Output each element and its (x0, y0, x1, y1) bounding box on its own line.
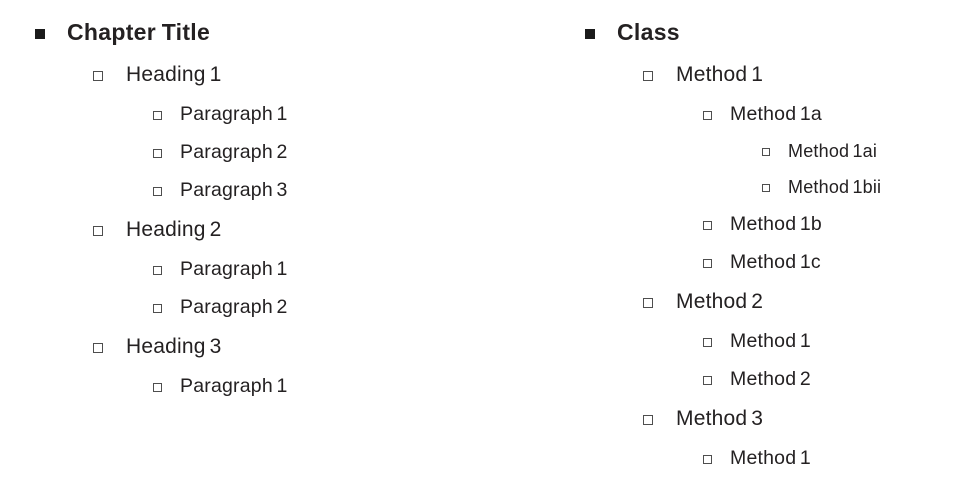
list-item-label: Method 1 (676, 62, 764, 86)
list-item-label: Heading 1 (126, 62, 222, 86)
hollow-square-bullet-icon (93, 225, 103, 236)
hollow-square-bullet-icon (703, 258, 712, 268)
list-item-label: Method 1c (730, 250, 821, 273)
list-item-label: Paragraph 2 (180, 295, 288, 318)
list-item-label: Method 1 (730, 329, 811, 352)
list-item: Method 2 (585, 281, 955, 322)
outline-left: Chapter Title Heading 1 Paragraph 1 Paragra… (35, 11, 505, 405)
list-item-label: Chapter Title (67, 19, 211, 45)
list-item: Class (585, 11, 955, 54)
list-item: Method 1 (585, 322, 955, 360)
hollow-square-bullet-icon (703, 454, 712, 464)
list-item-label: Method 3 (676, 406, 764, 430)
hollow-square-bullet-icon (153, 265, 162, 275)
list-item-label: Paragraph 1 (180, 102, 288, 125)
list-item: Method 3 (585, 398, 955, 439)
list-item-label: Paragraph 3 (180, 178, 288, 201)
list-item: Method 2 (585, 360, 955, 398)
list-item-label: Method 2 (676, 289, 764, 313)
list-item-label: Paragraph 2 (180, 140, 288, 163)
list-item: Method 1 (585, 54, 955, 95)
hollow-square-bullet-icon (153, 148, 162, 158)
hollow-square-bullet-icon (93, 342, 103, 353)
list-item: Heading 3 (35, 326, 505, 367)
hollow-square-bullet-icon (703, 337, 712, 347)
list-item-label: Paragraph 1 (180, 257, 288, 280)
list-item: Chapter Title (35, 11, 505, 54)
list-item: Method 1ai (585, 133, 955, 169)
list-item-label: Method 1a (730, 102, 822, 125)
hollow-square-bullet-icon (643, 414, 653, 425)
list-item: Method 1c (585, 243, 955, 281)
hollow-square-bullet-icon (643, 70, 653, 81)
hollow-square-bullet-icon (93, 70, 103, 81)
list-item: Paragraph 1 (35, 250, 505, 288)
list-item: Method 1bii (585, 169, 955, 205)
hollow-square-bullet-icon (153, 382, 162, 392)
hollow-square-bullet-icon (703, 110, 712, 120)
list-item: Paragraph 1 (35, 95, 505, 133)
hollow-square-bullet-icon (762, 184, 770, 192)
filled-square-bullet-icon (35, 28, 45, 39)
list-item: Paragraph 1 (35, 367, 505, 405)
list-item-label: Method 1b (730, 212, 822, 235)
list-item-label: Heading 2 (126, 217, 222, 241)
list-item: Heading 1 (35, 54, 505, 95)
hollow-square-bullet-icon (153, 303, 162, 313)
list-item-label: Heading 3 (126, 334, 222, 358)
hollow-square-bullet-icon (153, 186, 162, 196)
list-item-label: Method 2 (730, 367, 811, 390)
list-item: Paragraph 2 (35, 288, 505, 326)
filled-square-bullet-icon (585, 28, 595, 39)
list-item: Heading 2 (35, 209, 505, 250)
outline-right: Class Method 1 Method 1a Method 1ai Method 1… (585, 11, 955, 477)
list-item-label: Method 1ai (788, 140, 878, 161)
hollow-square-bullet-icon (643, 297, 653, 308)
hollow-square-bullet-icon (153, 110, 162, 120)
hollow-square-bullet-icon (762, 148, 770, 156)
list-item: Paragraph 3 (35, 171, 505, 209)
list-item: Method 1 (585, 439, 955, 477)
list-item-label: Method 1bii (788, 176, 882, 197)
hollow-square-bullet-icon (703, 220, 712, 230)
list-item: Paragraph 2 (35, 133, 505, 171)
list-item-label: Paragraph 1 (180, 374, 288, 397)
list-item-label: Class (617, 19, 680, 45)
list-item: Method 1a (585, 95, 955, 133)
list-item: Method 1b (585, 205, 955, 243)
list-item-label: Method 1 (730, 446, 811, 469)
hollow-square-bullet-icon (703, 375, 712, 385)
